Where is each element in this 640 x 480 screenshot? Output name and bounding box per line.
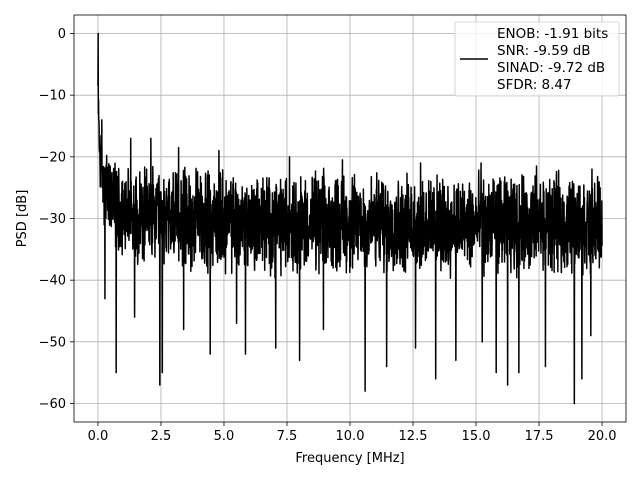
y-tick-label: −30 [39, 212, 66, 227]
legend-entry-snr: SNR: -9.59 dB [497, 43, 591, 59]
y-axis-label: PSD [dB] [15, 190, 30, 248]
y-tick-label: −60 [39, 397, 66, 412]
y-axis: 0 −10 −20 −30 −40 −50 −60 [39, 27, 74, 412]
y-tick-label: 0 [58, 27, 66, 42]
x-tick-label: 7.5 [277, 429, 298, 444]
x-tick-label: 15.0 [462, 429, 491, 444]
plot-area [97, 32, 603, 405]
x-axis-label: Frequency [MHz] [295, 451, 404, 466]
psd-series-line [97, 32, 603, 405]
legend-box [454, 21, 620, 97]
x-tick-label: 5.0 [214, 429, 235, 444]
x-tick-label: 0.0 [88, 429, 109, 444]
x-tick-label: 17.5 [525, 429, 554, 444]
x-tick-label: 20.0 [588, 429, 617, 444]
legend-entry-sinad: SINAD: -9.72 dB [497, 60, 605, 76]
legend-entry-sfdr: SFDR: 8.47 [497, 77, 572, 93]
x-tick-label: 12.5 [399, 429, 428, 444]
y-tick-label: −20 [39, 150, 66, 165]
y-tick-label: −10 [39, 89, 66, 104]
y-tick-label: −50 [39, 335, 66, 350]
legend-entry-enob: ENOB: -1.91 bits [497, 26, 608, 42]
y-tick-label: −40 [39, 274, 66, 289]
x-tick-label: 2.5 [151, 429, 172, 444]
legend: ENOB: -1.91 bits SNR: -9.59 dB SINAD: -9… [454, 21, 620, 97]
x-tick-label: 10.0 [336, 429, 365, 444]
x-axis: 0.0 2.5 5.0 7.5 10.0 12.5 15.0 17.5 20.0 [88, 422, 617, 444]
